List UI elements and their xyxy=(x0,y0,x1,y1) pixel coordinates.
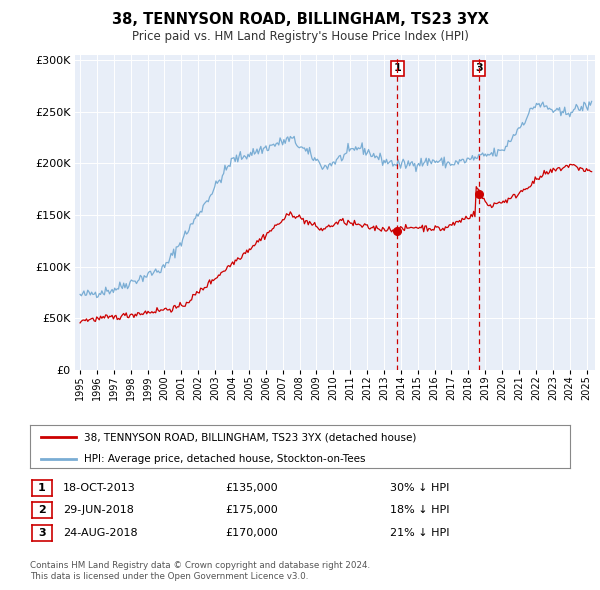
Text: £175,000: £175,000 xyxy=(226,505,278,515)
Text: 29-JUN-2018: 29-JUN-2018 xyxy=(63,505,134,515)
Text: This data is licensed under the Open Government Licence v3.0.: This data is licensed under the Open Gov… xyxy=(30,572,308,581)
Text: 21% ↓ HPI: 21% ↓ HPI xyxy=(390,528,449,538)
Text: 2: 2 xyxy=(38,505,46,515)
Text: 18-OCT-2013: 18-OCT-2013 xyxy=(63,483,136,493)
Text: 1: 1 xyxy=(38,483,46,493)
Text: 24-AUG-2018: 24-AUG-2018 xyxy=(63,528,137,538)
Text: 30% ↓ HPI: 30% ↓ HPI xyxy=(390,483,449,493)
Text: Contains HM Land Registry data © Crown copyright and database right 2024.: Contains HM Land Registry data © Crown c… xyxy=(30,561,370,570)
Text: 3: 3 xyxy=(476,64,483,73)
Text: £170,000: £170,000 xyxy=(226,528,278,538)
Text: 1: 1 xyxy=(394,64,401,73)
Text: Price paid vs. HM Land Registry's House Price Index (HPI): Price paid vs. HM Land Registry's House … xyxy=(131,30,469,43)
Text: 18% ↓ HPI: 18% ↓ HPI xyxy=(390,505,449,515)
Text: HPI: Average price, detached house, Stockton-on-Tees: HPI: Average price, detached house, Stoc… xyxy=(84,454,365,464)
Text: £135,000: £135,000 xyxy=(226,483,278,493)
Text: 3: 3 xyxy=(38,528,46,538)
Text: 38, TENNYSON ROAD, BILLINGHAM, TS23 3YX (detached house): 38, TENNYSON ROAD, BILLINGHAM, TS23 3YX … xyxy=(84,432,416,442)
Text: 38, TENNYSON ROAD, BILLINGHAM, TS23 3YX: 38, TENNYSON ROAD, BILLINGHAM, TS23 3YX xyxy=(112,12,488,27)
